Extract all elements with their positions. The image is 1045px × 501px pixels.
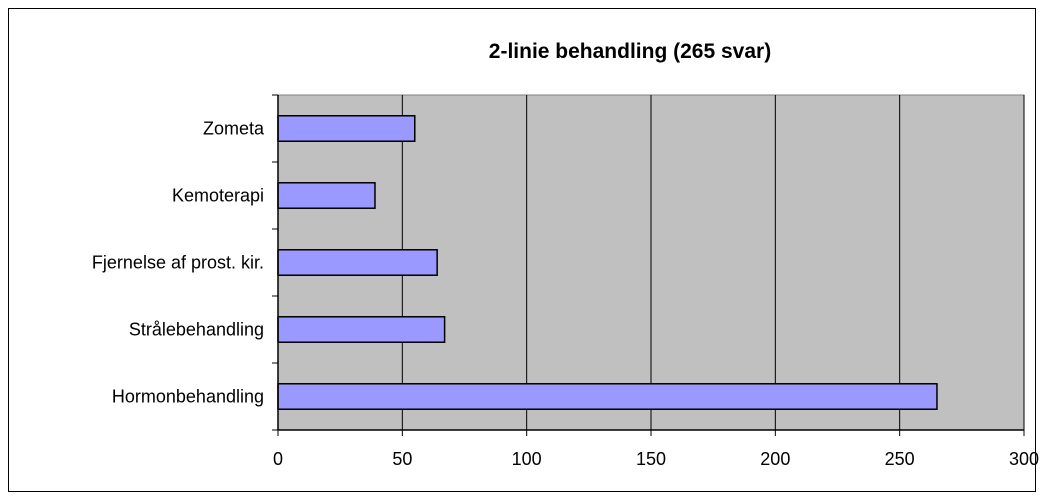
x-tick-label: 100 (512, 449, 542, 469)
chart-title: 2-linie behandling (265 svar) (489, 40, 771, 63)
category-label: Fjernelse af prost. kir. (92, 253, 264, 273)
bar-fjernelse-af-prost-kir (277, 249, 438, 276)
bar-strålebehandling (277, 316, 446, 343)
bar-hormonbehandling (277, 383, 938, 410)
category-label: Strålebehandling (129, 320, 264, 340)
x-tick-label: 50 (392, 449, 412, 469)
category-label: Kemoterapi (172, 186, 264, 206)
bar-zometa (277, 115, 416, 142)
bar-kemoterapi (277, 182, 376, 209)
x-tick-label: 300 (1009, 449, 1039, 469)
category-label: Hormonbehandling (112, 387, 264, 407)
category-label: Zometa (203, 119, 265, 139)
x-tick-label: 250 (885, 449, 915, 469)
x-tick-label: 200 (760, 449, 790, 469)
x-tick-label: 0 (273, 449, 283, 469)
x-tick-label: 150 (636, 449, 666, 469)
